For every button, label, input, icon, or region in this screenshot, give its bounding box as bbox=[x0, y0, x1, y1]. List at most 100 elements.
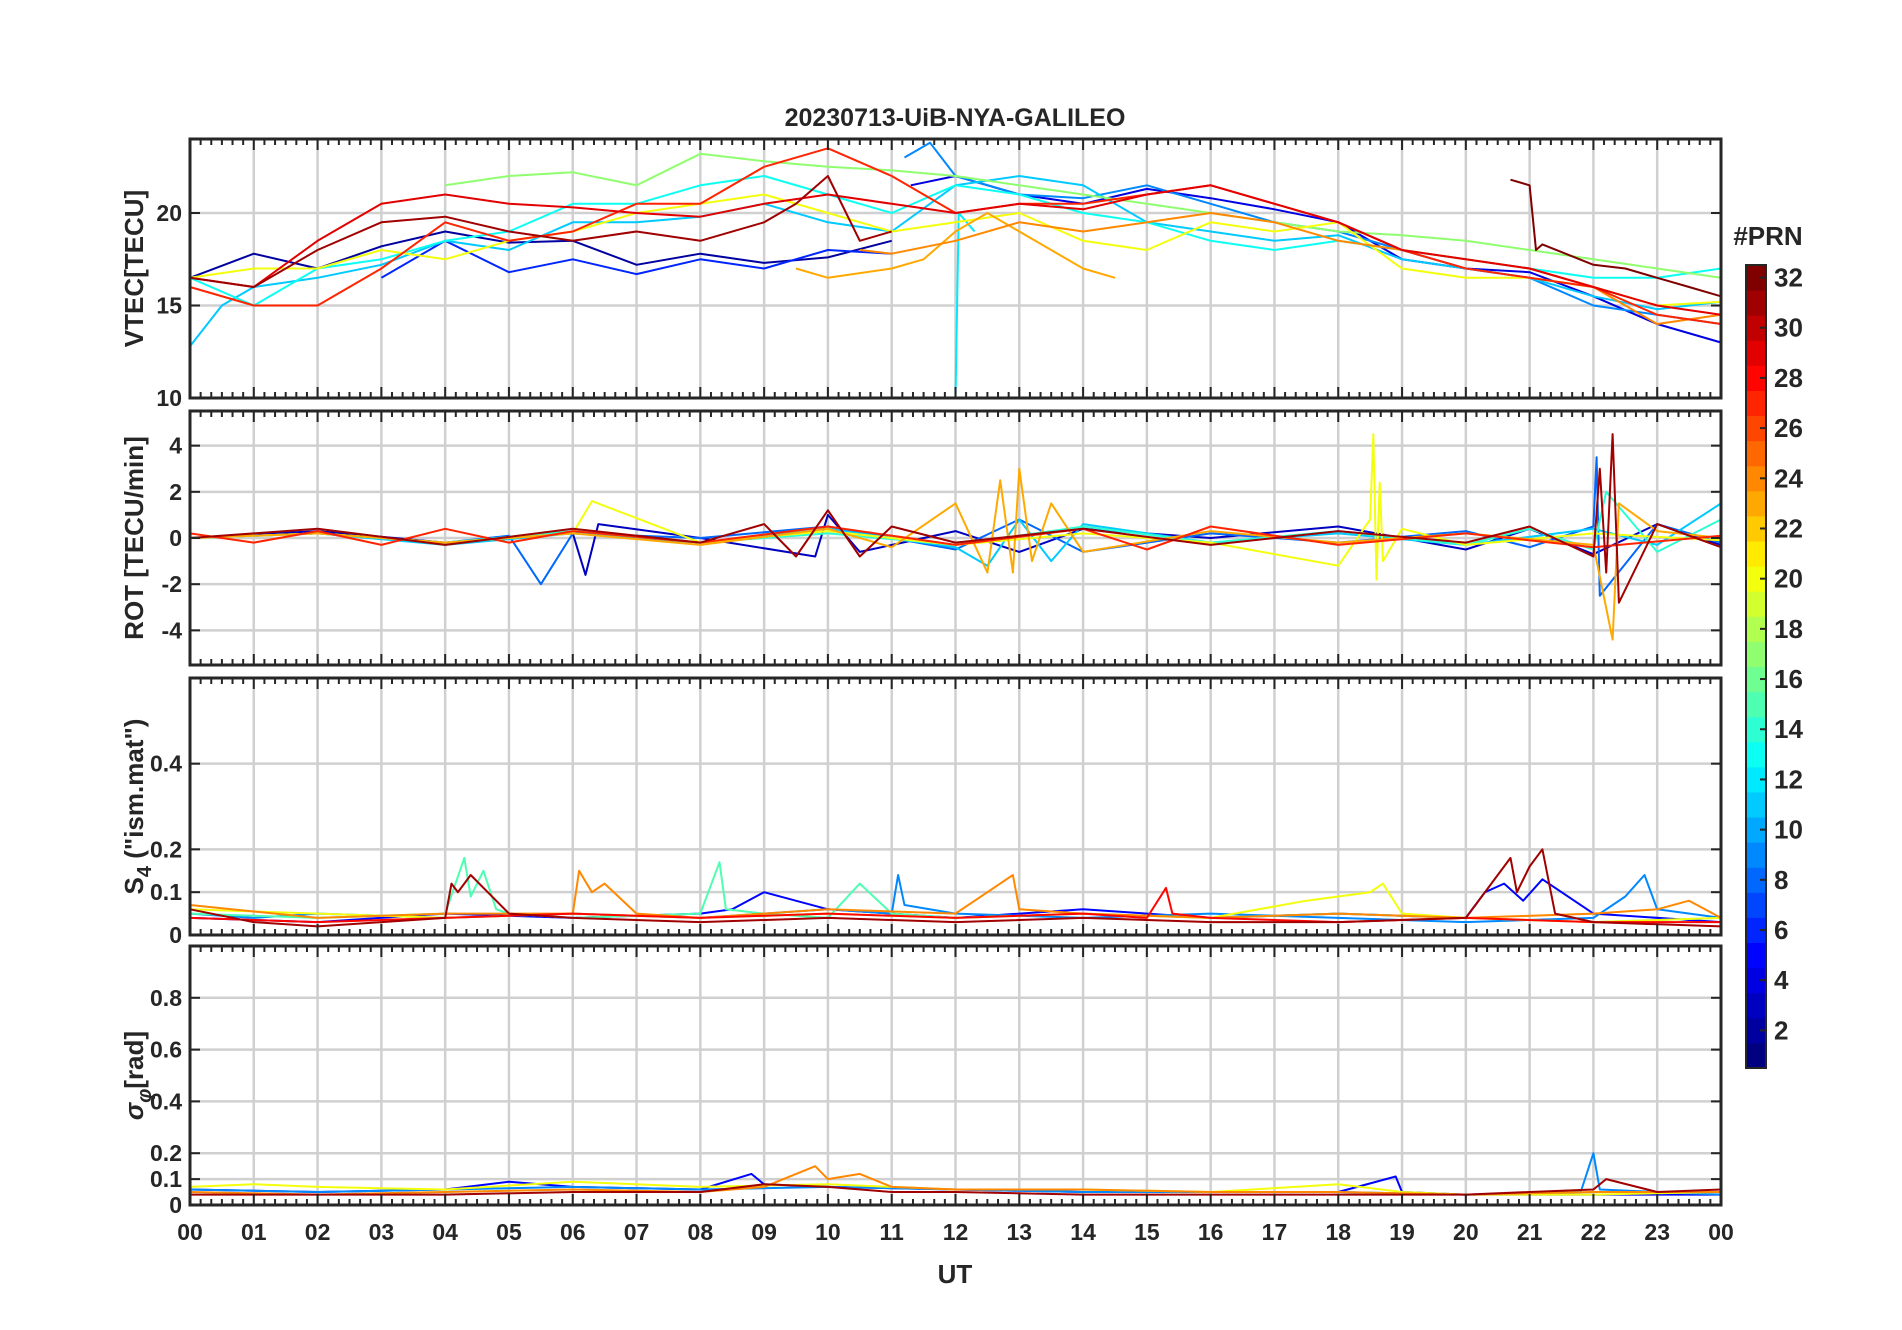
colorbar-segment bbox=[1746, 265, 1766, 291]
colorbar-segment bbox=[1746, 967, 1766, 994]
colorbar-segment bbox=[1746, 741, 1766, 768]
x-tick-label: 23 bbox=[1644, 1219, 1670, 1245]
panel-sigma_phi-grid bbox=[190, 946, 1721, 1207]
colorbar-tick-label: 22 bbox=[1774, 513, 1803, 543]
colorbar-tick-label: 4 bbox=[1774, 965, 1789, 995]
x-tick-label: 04 bbox=[432, 1219, 458, 1245]
y-tick-label: 0.4 bbox=[150, 1088, 182, 1114]
x-tick-label: 10 bbox=[815, 1219, 841, 1245]
colorbar-segment bbox=[1746, 892, 1766, 918]
panel-sigma_phi-series bbox=[189, 1152, 1722, 1196]
y-tick-label: 0 bbox=[169, 525, 182, 551]
x-tick-label: 20 bbox=[1453, 1219, 1479, 1245]
colorbar-segment bbox=[1746, 490, 1766, 517]
colorbar-segment bbox=[1746, 867, 1766, 893]
x-tick-label: 03 bbox=[369, 1219, 395, 1245]
colorbar-segment bbox=[1746, 666, 1766, 693]
x-tick-label: 05 bbox=[496, 1219, 522, 1245]
y-tick-label: 20 bbox=[156, 200, 182, 226]
series-prn-31 bbox=[189, 433, 1722, 604]
x-tick-label: 01 bbox=[241, 1219, 267, 1245]
colorbar-tick-label: 10 bbox=[1774, 815, 1803, 845]
x-tick-label: 16 bbox=[1198, 1219, 1224, 1245]
y-axis-label-sigma_phi: σφ[rad] bbox=[119, 1031, 156, 1120]
colorbar-segment bbox=[1746, 716, 1766, 743]
y-tick-label: 4 bbox=[169, 433, 182, 459]
colorbar-segment bbox=[1746, 390, 1766, 417]
x-axis-label: UT bbox=[938, 1259, 973, 1289]
x-tick-label: 17 bbox=[1262, 1219, 1288, 1245]
y-tick-label: 15 bbox=[156, 293, 182, 319]
y-tick-label: 0.2 bbox=[150, 836, 182, 862]
x-tick-label: 15 bbox=[1134, 1219, 1160, 1245]
colorbar-segment bbox=[1746, 365, 1766, 391]
colorbar-tick-label: 30 bbox=[1774, 313, 1803, 343]
y-tick-label: -2 bbox=[162, 571, 182, 597]
colorbar-segment bbox=[1746, 917, 1766, 944]
colorbar-segment bbox=[1746, 691, 1766, 718]
colorbar-segment bbox=[1746, 315, 1766, 341]
y-axis-label-vtec: VTEC[TECU] bbox=[119, 190, 149, 347]
x-tick-label: 11 bbox=[880, 1219, 905, 1245]
x-tick-label: 14 bbox=[1070, 1219, 1096, 1245]
y-tick-label: 0.1 bbox=[150, 1166, 182, 1192]
colorbar-segment bbox=[1746, 566, 1766, 592]
colorbar-segment bbox=[1746, 1042, 1766, 1069]
x-tick-label: 13 bbox=[1006, 1219, 1032, 1245]
x-tick-label: 00 bbox=[177, 1219, 203, 1245]
y-tick-label: 10 bbox=[156, 385, 182, 411]
colorbar-tick-label: 28 bbox=[1774, 363, 1803, 393]
y-tick-label: 0 bbox=[169, 922, 182, 948]
colorbar-segment bbox=[1746, 766, 1766, 793]
colorbar-tick-label: 20 bbox=[1774, 564, 1803, 594]
y-tick-label: 0.4 bbox=[150, 751, 182, 777]
series-prn-23 bbox=[189, 467, 1722, 641]
x-tick-label: 08 bbox=[688, 1219, 714, 1245]
colorbar-segment bbox=[1746, 541, 1766, 567]
series-prn-20 bbox=[189, 193, 1722, 307]
series-prn-31 bbox=[190, 1178, 1722, 1196]
x-tick-labels: 00 01 02 03 04 05 06 07 08 09 10 11 12 13 14 15 16 17 18 19… bbox=[177, 1219, 1734, 1245]
y-tick-label: 0.6 bbox=[150, 1037, 182, 1063]
series-prn-31 bbox=[189, 175, 892, 288]
panels: 10 15 20 VTEC[TECU] -4 -2 0 2 4 ROT [TECU/min] 0 0.… bbox=[119, 137, 1734, 1245]
y-tick-label: 0.2 bbox=[150, 1140, 182, 1166]
colorbar-segment bbox=[1746, 1017, 1766, 1044]
series-prn-31 bbox=[189, 848, 1722, 928]
x-tick-label: 09 bbox=[751, 1219, 777, 1245]
y-tick-label: 2 bbox=[169, 479, 182, 505]
series-prn-29 bbox=[189, 184, 1722, 316]
x-tick-label: 19 bbox=[1389, 1219, 1415, 1245]
panel-sigma_phi: 00.10.2 0.4 0.6 0.8 σφ[rad] bbox=[119, 944, 1723, 1218]
colorbar-segment bbox=[1746, 992, 1766, 1019]
colorbar-tick-label: 24 bbox=[1774, 463, 1803, 493]
x-tick-label: 07 bbox=[624, 1219, 650, 1245]
colorbar-segment bbox=[1746, 415, 1766, 442]
colorbar-frame bbox=[1745, 264, 1767, 1069]
series-prn-24 bbox=[189, 1165, 1721, 1196]
y-tick-label: 0.1 bbox=[150, 879, 182, 905]
figure-title: 20230713-UiB-NYA-GALILEO bbox=[785, 104, 1126, 132]
colorbar-tick-label: 8 bbox=[1774, 865, 1788, 895]
colorbar-tick-label: 26 bbox=[1774, 413, 1803, 443]
y-tick-label: -4 bbox=[162, 617, 183, 643]
colorbar-segment bbox=[1746, 340, 1766, 366]
panel-rot-grid bbox=[190, 411, 1721, 665]
colorbar-tick-label: 32 bbox=[1774, 263, 1803, 293]
colorbar-segment bbox=[1746, 616, 1766, 642]
colorbar-tick-label: 6 bbox=[1774, 915, 1788, 945]
x-tick-label: 00 bbox=[1708, 1219, 1734, 1245]
colorbar-title: #PRN bbox=[1733, 221, 1802, 251]
x-tick-label: 18 bbox=[1325, 1219, 1351, 1245]
y-axis-label-rot: ROT [TECU/min] bbox=[119, 436, 149, 640]
series-prn-23 bbox=[795, 212, 1116, 279]
colorbar-tick-label: 16 bbox=[1774, 664, 1803, 694]
panel-vtec-series bbox=[189, 141, 1722, 399]
panel-vtec-ticks: 10 15 20 bbox=[156, 139, 1722, 411]
panel-sigma_phi-ticks: 00.10.2 0.4 0.6 0.8 bbox=[150, 946, 1722, 1218]
colorbar-segment bbox=[1746, 842, 1766, 868]
panel-rot-series bbox=[189, 433, 1722, 641]
series-prn-6 bbox=[380, 239, 892, 279]
